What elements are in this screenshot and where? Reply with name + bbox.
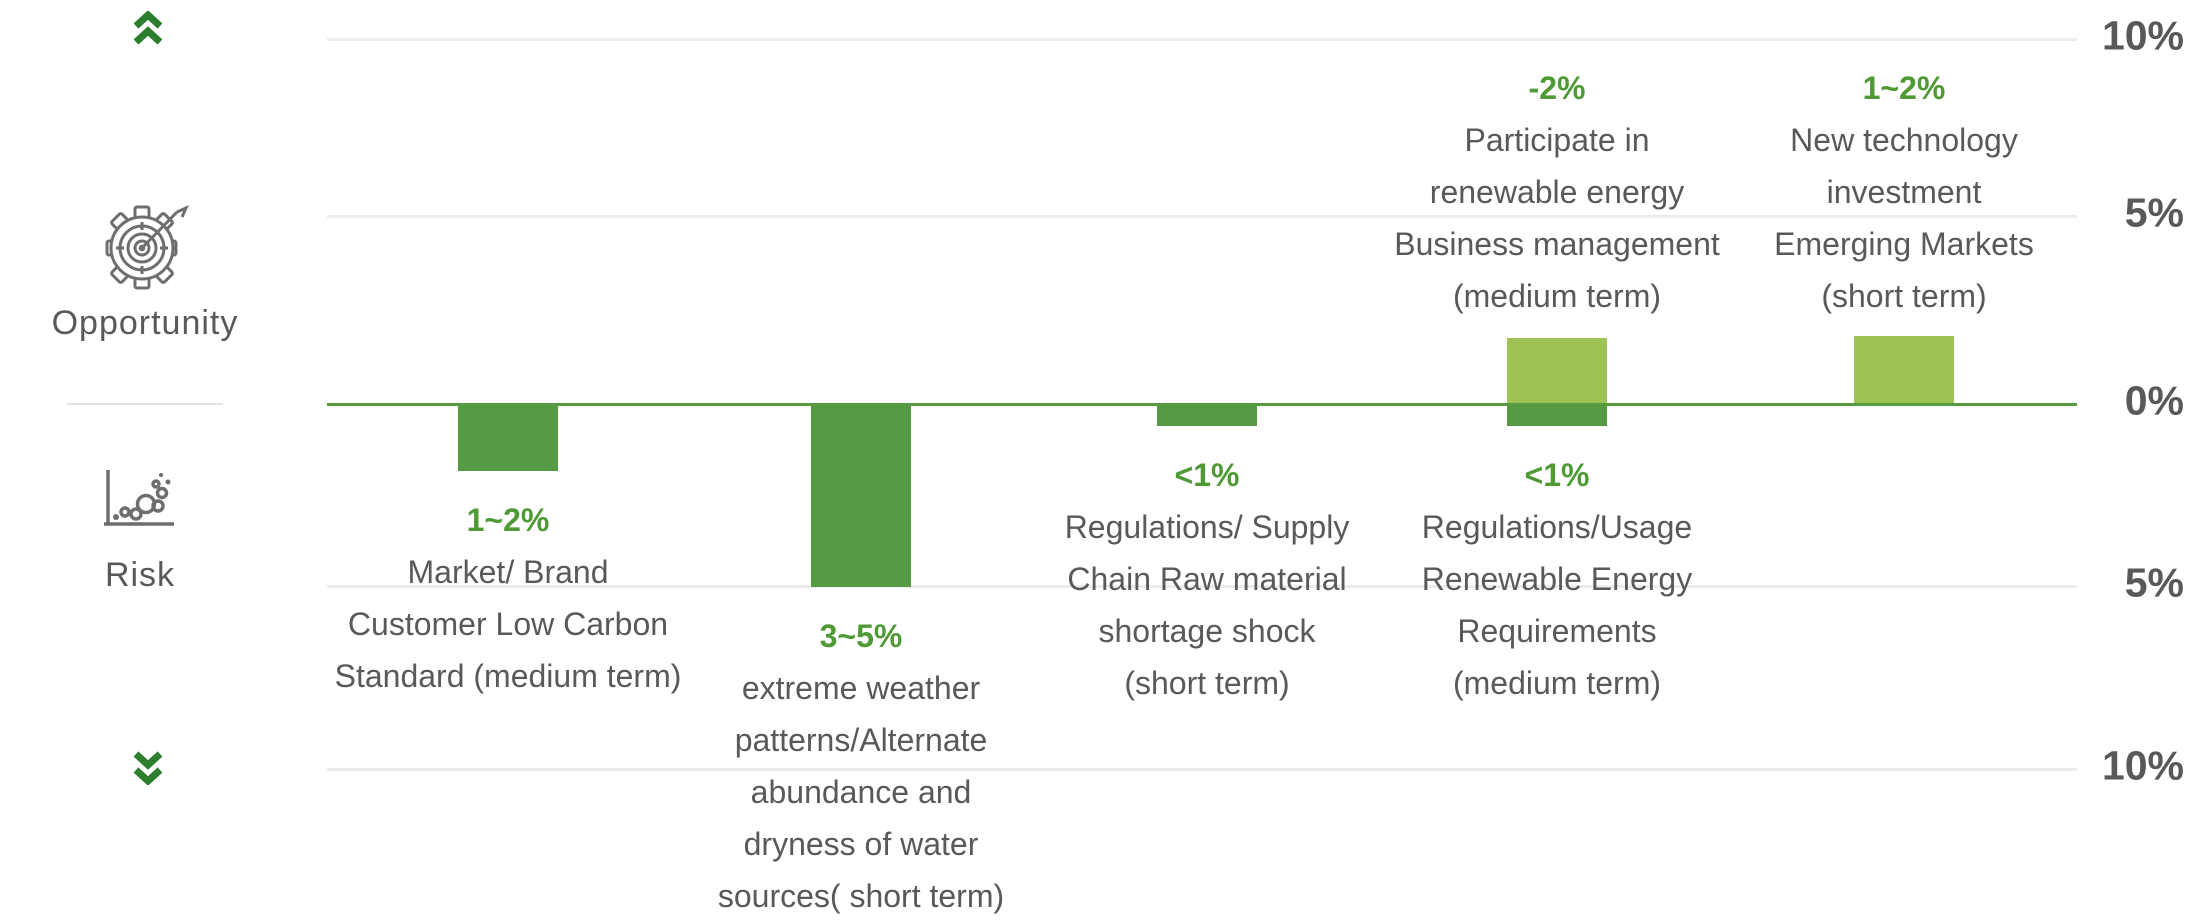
- impact-value-label: <1%: [1524, 457, 1590, 493]
- risk-column-label: 3~5% extreme weather patterns/Alternate abu…: [591, 610, 1131, 922]
- opportunity-bar: [1507, 338, 1607, 403]
- risk-column-label: 1~2% Market/ Brand Customer Low Carbon Stan…: [238, 494, 778, 702]
- double-chevron-up-icon: [131, 10, 165, 52]
- category-label-line: patterns/Alternate: [734, 722, 988, 758]
- gridline: [327, 585, 2077, 588]
- category-label-line: New technology: [1790, 122, 2018, 158]
- gear-target-dart-icon: [99, 202, 191, 299]
- y-axis-tick: 10%: [2101, 12, 2184, 59]
- category-label-line: investment: [1826, 174, 1982, 210]
- category-label-line: dryness of water: [743, 826, 979, 862]
- y-axis-tick: 5%: [2124, 189, 2184, 236]
- category-label-line: shortage shock: [1098, 613, 1316, 649]
- category-label-line: (medium term): [1452, 665, 1661, 701]
- category-label-line: Requirements: [1457, 613, 1657, 649]
- risk-section-label: Risk: [104, 556, 176, 594]
- opportunity-column-label: 1~2% New technology investment Emerging Mar…: [1634, 62, 2174, 322]
- category-label-line: Participate in: [1464, 122, 1650, 158]
- category-label-line: renewable energy: [1429, 174, 1685, 210]
- category-label-line: abundance and: [750, 774, 972, 810]
- category-label-line: Regulations/Usage: [1421, 509, 1693, 545]
- risk-bar: [811, 403, 911, 587]
- impact-value-label: <1%: [1174, 457, 1240, 493]
- sidebar-divider: [67, 403, 223, 405]
- impact-value-label: -2%: [1528, 70, 1586, 106]
- impact-value-label: 3~5%: [819, 618, 903, 654]
- category-label-line: Business management: [1394, 226, 1720, 262]
- double-chevron-down-icon: [131, 749, 165, 790]
- gridline: [327, 768, 2077, 771]
- impact-value-label: 1~2%: [466, 502, 550, 538]
- category-label-line: (short term): [1124, 665, 1290, 701]
- category-label-line: Customer Low Carbon: [347, 606, 669, 642]
- gridline: [327, 215, 2077, 218]
- risk-column-label: <1% Regulations/ Supply Chain Raw material…: [937, 449, 1477, 709]
- category-label-line: Emerging Markets: [1774, 226, 2034, 262]
- category-label-line: Market/ Brand: [407, 554, 609, 590]
- risk-bar: [1157, 403, 1257, 426]
- risk-bar: [458, 403, 558, 471]
- opportunity-section-label: Opportunity: [51, 304, 239, 342]
- category-label-line: Renewable Energy: [1421, 561, 1693, 597]
- category-label-line: sources( short term): [717, 878, 1005, 914]
- scatter-chart-icon: [100, 466, 178, 539]
- y-axis-tick: 0%: [2124, 377, 2184, 424]
- category-label-line: (short term): [1821, 278, 1987, 314]
- category-label-line: Chain Raw material: [1067, 561, 1347, 597]
- opportunity-bar: [1854, 336, 1954, 403]
- category-label-line: extreme weather: [741, 670, 981, 706]
- category-label-line: Standard (medium term): [334, 658, 682, 694]
- risk-column-label: <1% Regulations/Usage Renewable Energy Requ…: [1287, 449, 1827, 709]
- impact-value-label: 1~2%: [1862, 70, 1946, 106]
- opportunity-column-label: -2% Participate in renewable energy Busines…: [1287, 62, 1827, 322]
- y-axis-tick: 5%: [2124, 559, 2184, 606]
- gridline: [327, 38, 2077, 41]
- category-label-line: (medium term): [1452, 278, 1661, 314]
- risk-bar: [1507, 403, 1607, 426]
- category-label-line: Regulations/ Supply: [1064, 509, 1350, 545]
- y-axis-tick: 10%: [2101, 742, 2184, 789]
